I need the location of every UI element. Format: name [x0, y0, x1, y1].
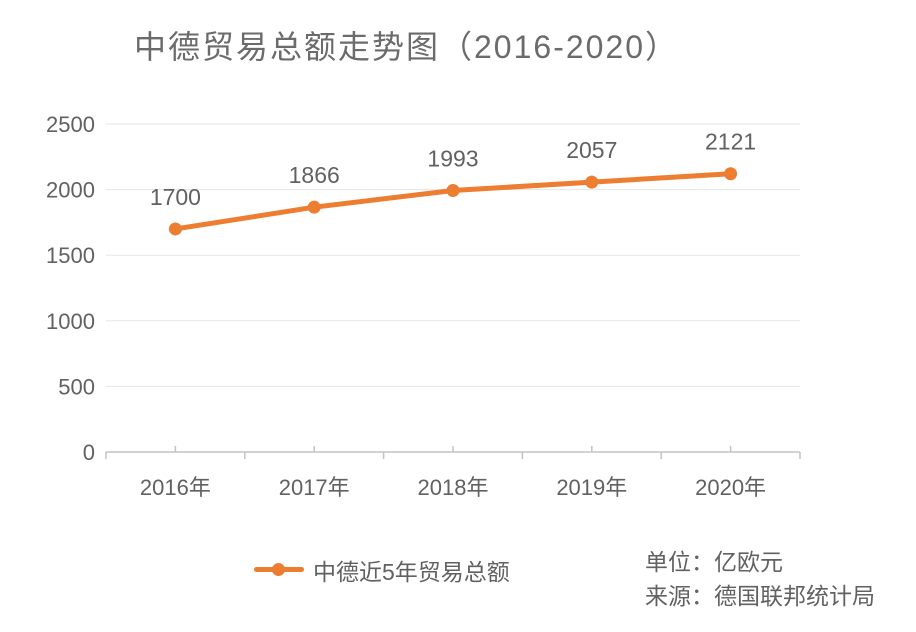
y-axis-tick-label: 2500 [46, 112, 95, 137]
legend-series-label: 中德近5年贸易总额 [313, 559, 510, 585]
series-line [172, 171, 734, 232]
data-point-label: 1700 [150, 184, 201, 210]
data-point-marker [307, 200, 321, 214]
data-point-marker [724, 167, 738, 181]
y-axis-tick-label: 1000 [46, 309, 95, 334]
y-axis-tick-label: 1500 [46, 243, 95, 268]
x-axis-category-label: 2018年 [418, 475, 489, 500]
legend: 中德近5年贸易总额 [254, 556, 510, 585]
data-point-marker [585, 175, 599, 189]
x-axis-category-label: 2016年 [140, 475, 211, 500]
data-point-label: 1866 [289, 162, 340, 188]
chart-title: 中德贸易总额走势图（2016-2020） [134, 29, 680, 65]
y-axis-tick-label: 0 [83, 440, 95, 465]
data-point-label: 2057 [566, 137, 617, 163]
chart-notes: 单位：亿欧元 来源：德国联邦统计局 [645, 545, 875, 613]
x-axis-category-label: 2020年 [695, 475, 766, 500]
unit-note: 单位：亿欧元 [645, 549, 783, 575]
y-axis-tick-label: 2000 [46, 178, 95, 203]
x-axis-category-label: 2019年 [556, 475, 627, 500]
data-point-marker [168, 222, 182, 236]
y-axis-tick-label: 500 [58, 374, 95, 399]
data-point-label: 1993 [427, 146, 478, 172]
data-point-label: 2121 [705, 129, 756, 155]
source-note: 来源：德国联邦统计局 [645, 583, 875, 609]
legend-series-marker-icon [254, 563, 304, 577]
data-point-marker [446, 184, 460, 198]
legend-dot-icon [272, 563, 285, 576]
x-axis-category-label: 2017年 [279, 475, 350, 500]
